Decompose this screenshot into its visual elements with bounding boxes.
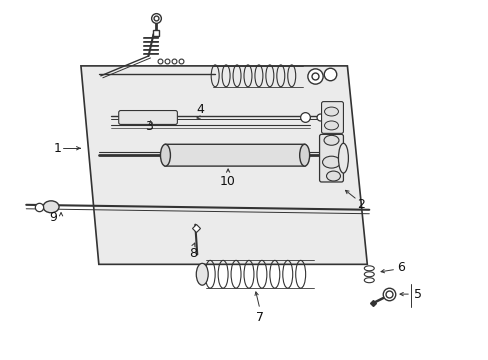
FancyBboxPatch shape: [321, 102, 343, 133]
Ellipse shape: [196, 264, 208, 285]
Text: 9: 9: [49, 211, 57, 224]
Text: 1: 1: [53, 142, 61, 155]
Text: 2: 2: [357, 198, 365, 211]
Ellipse shape: [324, 135, 338, 145]
Polygon shape: [81, 66, 366, 264]
Ellipse shape: [338, 143, 347, 173]
Ellipse shape: [326, 171, 340, 181]
FancyBboxPatch shape: [164, 144, 305, 166]
Text: 4: 4: [196, 103, 204, 116]
Ellipse shape: [299, 144, 309, 166]
Text: 7: 7: [255, 311, 264, 324]
Text: 5: 5: [413, 288, 421, 301]
FancyBboxPatch shape: [119, 111, 177, 125]
Ellipse shape: [43, 201, 59, 213]
Ellipse shape: [324, 121, 338, 130]
Text: 10: 10: [220, 175, 236, 188]
Ellipse shape: [160, 144, 170, 166]
Text: 6: 6: [396, 261, 404, 274]
Ellipse shape: [322, 156, 340, 168]
Text: 8: 8: [189, 247, 197, 261]
Ellipse shape: [324, 107, 338, 116]
Text: 3: 3: [145, 120, 153, 133]
FancyBboxPatch shape: [319, 134, 343, 182]
